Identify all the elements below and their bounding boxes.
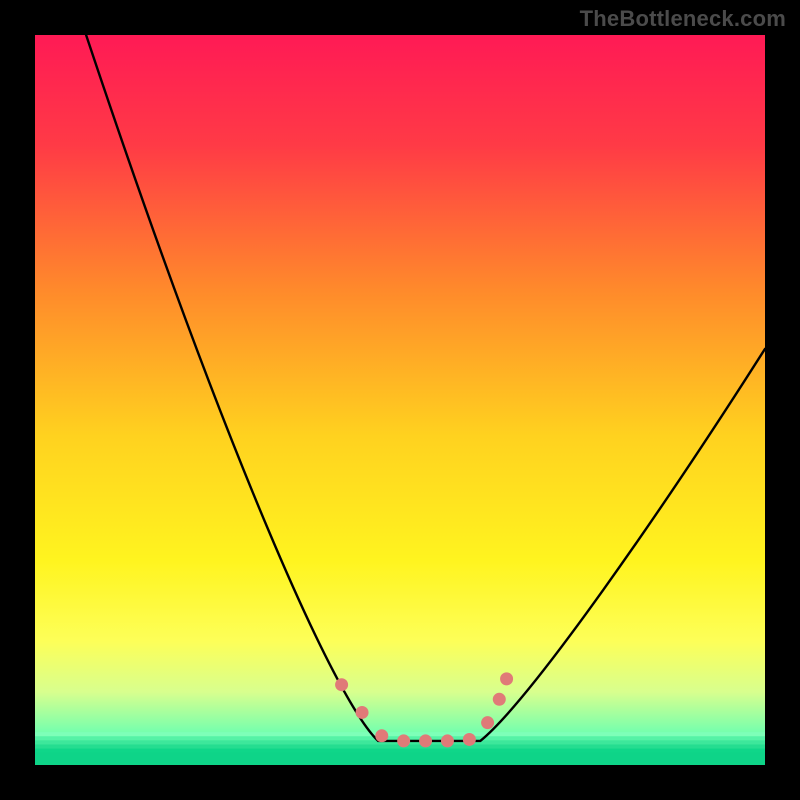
- curve-marker: [441, 734, 454, 747]
- chart-background: [35, 35, 765, 765]
- watermark-text: TheBottleneck.com: [580, 6, 786, 32]
- curve-marker: [419, 734, 432, 747]
- green-band-stripe: [35, 757, 765, 762]
- chart-plot-area: [35, 35, 765, 765]
- green-band-stripe: [35, 753, 765, 758]
- curve-marker: [375, 729, 388, 742]
- chart-svg: [35, 35, 765, 765]
- curve-marker: [463, 733, 476, 746]
- curve-marker: [493, 693, 506, 706]
- chart-frame: TheBottleneck.com: [0, 0, 800, 800]
- curve-marker: [500, 672, 513, 685]
- green-band-stripe: [35, 761, 765, 765]
- curve-marker: [356, 706, 369, 719]
- curve-marker: [335, 678, 348, 691]
- curve-marker: [397, 734, 410, 747]
- green-band-stripe: [35, 749, 765, 754]
- curve-marker: [481, 716, 494, 729]
